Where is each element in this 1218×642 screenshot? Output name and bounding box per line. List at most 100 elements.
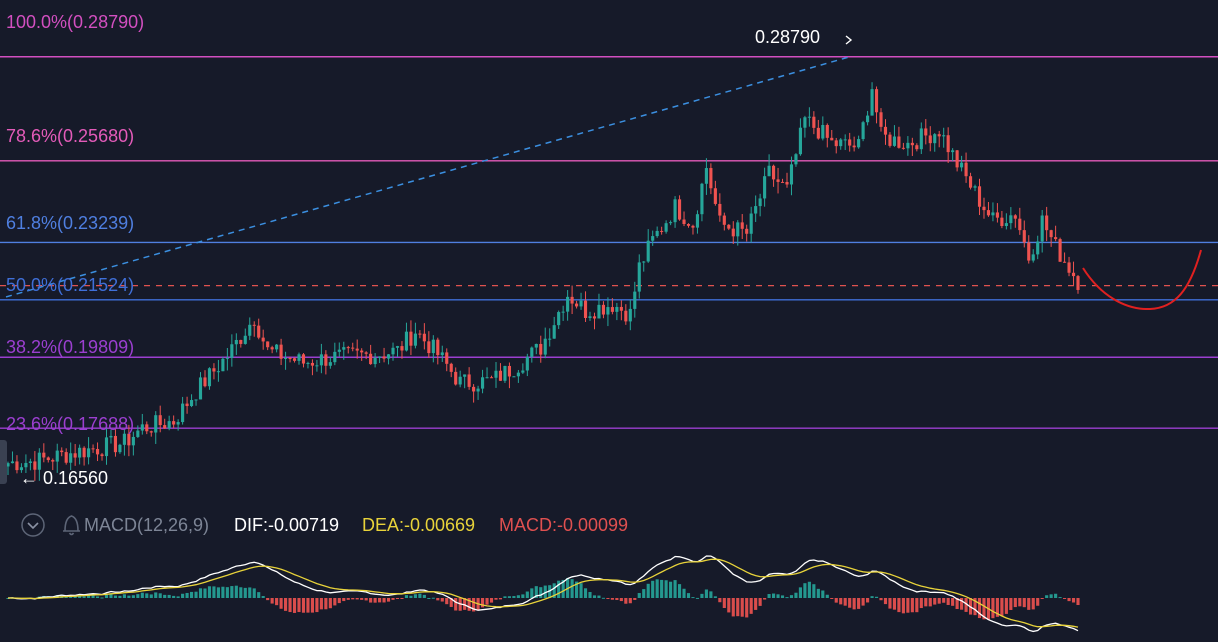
candle-body (373, 357, 377, 365)
macd-histogram-bar (583, 588, 588, 598)
macd-histogram-bar (454, 598, 458, 611)
macd-histogram-bar (610, 598, 614, 600)
candle-body (624, 310, 628, 322)
candle-body (306, 362, 310, 364)
candle-body (968, 176, 973, 188)
candle-body (986, 210, 991, 216)
macd-histogram-bar (404, 595, 409, 598)
candle-body (1058, 239, 1062, 262)
candle-body (928, 135, 932, 144)
candle-body (78, 447, 82, 458)
candle-body (6, 463, 10, 467)
candle-body (221, 358, 225, 372)
macd-histogram-bar (995, 598, 999, 617)
candle-body (888, 134, 892, 146)
candle-body (127, 433, 131, 446)
side-panel-handle[interactable] (0, 440, 7, 484)
candle-body (60, 450, 64, 453)
candle-body (1045, 215, 1049, 231)
candle-body (284, 357, 288, 359)
macd-histogram-bar (892, 598, 897, 610)
macd-histogram-bar (136, 594, 140, 598)
bell-icon[interactable] (63, 515, 80, 536)
candle-body (713, 188, 717, 204)
candle-body (503, 365, 507, 381)
macd-histogram-bar (866, 598, 870, 603)
macd-histogram-bar (1045, 595, 1049, 598)
macd-histogram-bar (879, 598, 883, 601)
macd-histogram-bar (1000, 598, 1004, 617)
candle-body (328, 362, 332, 366)
candle-body (1022, 230, 1026, 243)
macd-histogram-bar (145, 593, 149, 598)
candle-body (64, 452, 68, 463)
macd-histogram-bar (1013, 598, 1017, 608)
candle-body (660, 230, 664, 232)
candle-body (548, 338, 552, 340)
candle-body (597, 304, 601, 319)
candle-body (364, 352, 368, 354)
candle-body (642, 261, 646, 263)
dea-value: DEA:-0.00669 (362, 515, 475, 535)
macd-histogram-bar (1058, 597, 1062, 599)
low-price-marker: ← 0.16560 (20, 468, 108, 488)
candle-body (28, 461, 32, 463)
macd-histogram-bar (973, 598, 977, 616)
macd-histogram-bar (1031, 598, 1035, 610)
candle-body (467, 374, 471, 387)
macd-histogram-bar (355, 598, 359, 600)
candle-body (1000, 217, 1004, 227)
macd-histogram-bar (798, 587, 802, 598)
macd-histogram-bar (942, 598, 946, 603)
candle-body (458, 376, 462, 385)
macd-histogram-bar (373, 598, 377, 603)
macd-histogram-bar (852, 598, 856, 610)
candle-body (395, 346, 400, 348)
macd-histogram-bar (301, 598, 306, 613)
macd-histogram-bar (472, 598, 476, 612)
candle-body (592, 316, 597, 319)
candle-body (15, 461, 19, 471)
macd-histogram-bar (55, 595, 59, 598)
macd-histogram-bar (651, 580, 655, 598)
candle-body (243, 335, 247, 344)
candle-body (525, 356, 529, 371)
macd-histogram-bar (588, 592, 592, 598)
macd-histogram-bar (1009, 598, 1013, 610)
candle-body (207, 368, 212, 387)
candle-body (754, 206, 758, 214)
candle-body (100, 454, 104, 457)
candle-body (498, 370, 503, 381)
candle-body (351, 347, 355, 349)
candle-body (431, 339, 435, 354)
candle-body (677, 199, 682, 220)
candle-body (727, 224, 731, 229)
macd-histogram-bar (261, 596, 265, 598)
candle-body (740, 222, 744, 229)
macd-histogram-bar (297, 598, 301, 613)
macd-histogram-bar (91, 595, 95, 598)
candle-body (369, 353, 373, 365)
macd-histogram-bar (785, 597, 789, 599)
collapse-icon[interactable] (21, 513, 45, 537)
macd-histogram-bar (87, 595, 91, 598)
candle-body (606, 307, 610, 315)
candle-body (404, 331, 409, 351)
macd-histogram-bar (718, 598, 722, 603)
macd-histogram-bar (118, 595, 122, 598)
candle-body (960, 162, 964, 168)
candle-body (615, 306, 619, 312)
macd-histogram-bar (489, 598, 494, 603)
candle-body (686, 224, 691, 226)
candle-body (122, 433, 126, 445)
candle-body (136, 430, 140, 437)
macd-histogram-bar (704, 589, 708, 598)
macd-histogram-bar (897, 598, 901, 613)
macd-histogram-bar (288, 598, 292, 613)
macd-histogram-bar (933, 598, 937, 605)
macd-histogram-bar (736, 598, 740, 617)
macd-histogram-bar (131, 595, 135, 598)
candle-body (695, 214, 700, 228)
macd-histogram-bar (561, 579, 565, 598)
candle-body (722, 215, 726, 225)
